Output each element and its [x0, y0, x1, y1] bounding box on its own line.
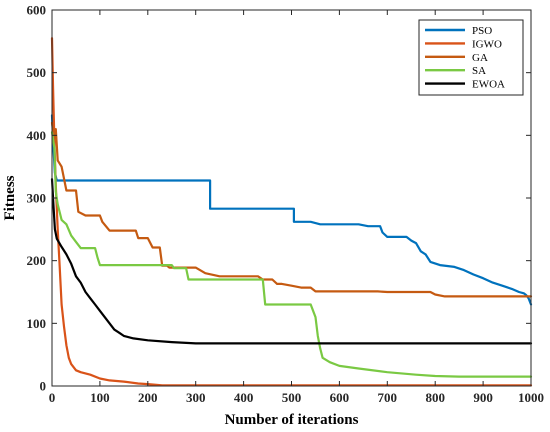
x-tick-label: 0: [49, 390, 56, 405]
series-line-pso: [50, 114, 533, 306]
x-tick-label: 400: [234, 390, 254, 405]
y-tick-label: 400: [27, 128, 47, 143]
y-tick-label: 600: [27, 3, 47, 18]
y-tick-label: 500: [27, 65, 47, 80]
series-line-sa: [50, 131, 533, 378]
legend-label-sa: SA: [472, 65, 486, 77]
y-tick-label: 300: [27, 191, 47, 206]
y-tick-label: 100: [27, 316, 47, 331]
y-tick-label: 200: [27, 253, 47, 268]
series-line-igwo: [50, 37, 533, 387]
legend-label-ga: GA: [472, 52, 488, 64]
x-tick-label: 800: [425, 390, 445, 405]
y-tick-label: 0: [40, 379, 47, 394]
legend-label-ewoa: EWOA: [472, 79, 505, 91]
x-tick-label: 1000: [518, 390, 544, 405]
x-tick-label: 900: [473, 390, 493, 405]
series-line-ewoa: [50, 178, 533, 345]
legend-label-pso: PSO: [472, 25, 492, 37]
plot-area: [50, 37, 533, 387]
x-axis-title: Number of iterations: [225, 412, 359, 428]
x-tick-label: 100: [90, 390, 110, 405]
x-tick-label: 700: [378, 390, 398, 405]
legend-label-igwo: IGWO: [472, 38, 502, 50]
y-axis-title: Fitness: [2, 175, 18, 220]
x-tick-label: 200: [138, 390, 158, 405]
axes: 0 100 200 300 400 500 600 700 800 900 1000 0 100 200 3…: [27, 3, 545, 406]
x-tick-label: 500: [282, 390, 302, 405]
x-tick-label: 300: [186, 390, 206, 405]
x-tick-label: 600: [330, 390, 350, 405]
